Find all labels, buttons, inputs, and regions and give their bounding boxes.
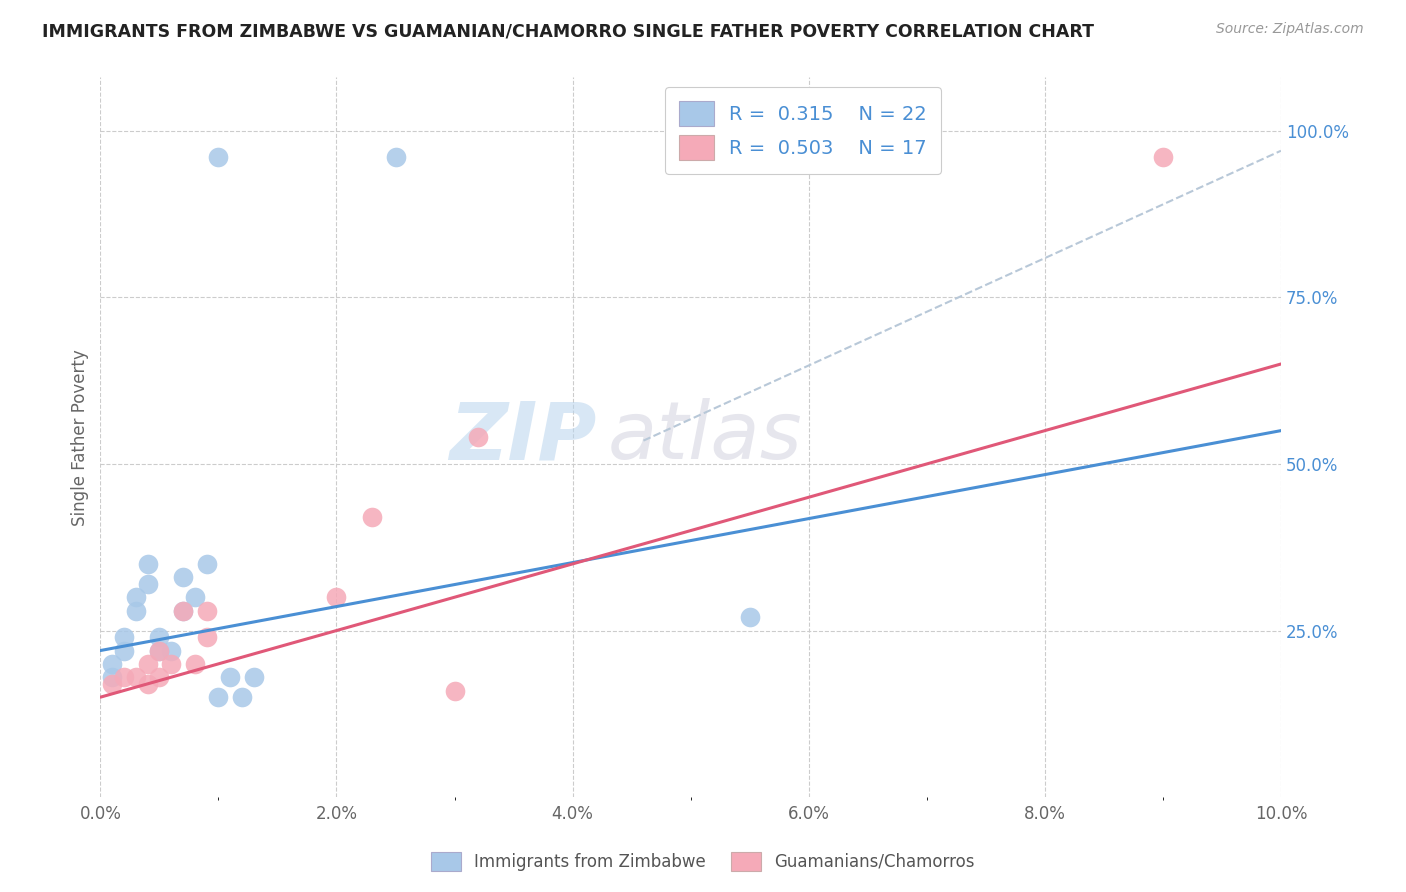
Point bbox=[172, 603, 194, 617]
Point bbox=[443, 683, 465, 698]
Text: Source: ZipAtlas.com: Source: ZipAtlas.com bbox=[1216, 22, 1364, 37]
Point bbox=[112, 630, 135, 644]
Point bbox=[125, 603, 148, 617]
Point bbox=[738, 610, 761, 624]
Point bbox=[207, 150, 229, 164]
Point bbox=[207, 690, 229, 705]
Text: ZIP: ZIP bbox=[449, 399, 596, 476]
Point bbox=[136, 577, 159, 591]
Point bbox=[112, 643, 135, 657]
Point bbox=[361, 510, 384, 524]
Point bbox=[112, 670, 135, 684]
Point bbox=[148, 643, 170, 657]
Legend: R =  0.315    N = 22, R =  0.503    N = 17: R = 0.315 N = 22, R = 0.503 N = 17 bbox=[665, 87, 941, 174]
Point bbox=[384, 150, 406, 164]
Point bbox=[125, 591, 148, 605]
Point bbox=[195, 630, 218, 644]
Point bbox=[184, 657, 207, 671]
Y-axis label: Single Father Poverty: Single Father Poverty bbox=[72, 349, 89, 525]
Point bbox=[1152, 150, 1174, 164]
Point bbox=[467, 430, 489, 444]
Point bbox=[219, 670, 242, 684]
Point bbox=[125, 670, 148, 684]
Point bbox=[184, 591, 207, 605]
Point bbox=[172, 603, 194, 617]
Point bbox=[160, 643, 183, 657]
Point bbox=[101, 657, 124, 671]
Point bbox=[148, 630, 170, 644]
Point bbox=[195, 557, 218, 571]
Point bbox=[136, 657, 159, 671]
Point bbox=[148, 643, 170, 657]
Legend: Immigrants from Zimbabwe, Guamanians/Chamorros: Immigrants from Zimbabwe, Guamanians/Cha… bbox=[423, 843, 983, 880]
Point bbox=[136, 677, 159, 691]
Text: atlas: atlas bbox=[607, 399, 803, 476]
Point bbox=[148, 670, 170, 684]
Point bbox=[101, 677, 124, 691]
Point bbox=[325, 591, 347, 605]
Point bbox=[101, 670, 124, 684]
Point bbox=[195, 603, 218, 617]
Point bbox=[231, 690, 253, 705]
Text: IMMIGRANTS FROM ZIMBABWE VS GUAMANIAN/CHAMORRO SINGLE FATHER POVERTY CORRELATION: IMMIGRANTS FROM ZIMBABWE VS GUAMANIAN/CH… bbox=[42, 22, 1094, 40]
Point bbox=[243, 670, 266, 684]
Point bbox=[136, 557, 159, 571]
Point bbox=[172, 570, 194, 584]
Point bbox=[160, 657, 183, 671]
